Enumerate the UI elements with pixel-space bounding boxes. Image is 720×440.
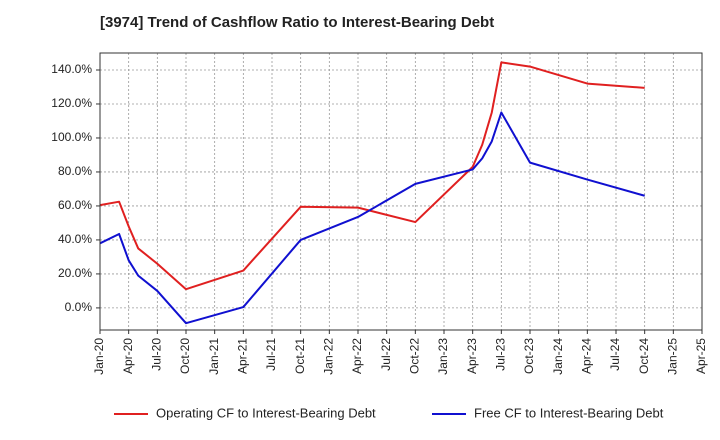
x-tick-label: Jan-22 bbox=[322, 338, 336, 375]
x-tick-label: Jan-20 bbox=[92, 338, 106, 375]
axes: Jan-20 Apr-20 Jul-20 Oct-20 Jan-21 Apr-21 Jul-… bbox=[51, 52, 708, 375]
legend: Operating CF to Interest-Bearing Debt Fre… bbox=[114, 405, 664, 420]
chart-title: [3974] Trend of Cashflow Ratio to Intere… bbox=[100, 14, 495, 31]
x-tick-label: Apr-22 bbox=[350, 338, 364, 374]
y-tick-label: 80.0% bbox=[58, 164, 92, 178]
y-tick-label: 60.0% bbox=[58, 198, 92, 212]
legend-label-free-cf: Free CF to Interest-Bearing Debt bbox=[474, 405, 664, 420]
x-tick-label: Jan-24 bbox=[551, 338, 565, 375]
series-lines bbox=[99, 61, 645, 325]
x-tick-label: Oct-20 bbox=[178, 338, 192, 374]
x-tick-label: Jan-25 bbox=[666, 338, 680, 375]
x-tick-label: Apr-23 bbox=[465, 338, 479, 374]
x-tick-label: Jan-21 bbox=[207, 338, 221, 375]
x-tick-label: Apr-20 bbox=[121, 338, 135, 374]
x-tick-label: Apr-21 bbox=[236, 338, 250, 374]
x-tick-label: Jul-21 bbox=[264, 338, 278, 371]
x-tick-label: Jul-24 bbox=[608, 338, 622, 371]
x-tick-label: Jan-23 bbox=[436, 338, 450, 375]
plot-frame bbox=[99, 52, 703, 331]
x-tick-label: Jul-23 bbox=[494, 338, 508, 371]
x-tick-label: Oct-24 bbox=[637, 338, 651, 374]
x-tick-label: Jul-22 bbox=[379, 338, 393, 371]
y-tick-label: 100.0% bbox=[51, 130, 92, 144]
x-tick-label: Apr-24 bbox=[580, 338, 594, 374]
x-tick-label: Oct-21 bbox=[293, 338, 307, 374]
x-tick-label: Oct-22 bbox=[408, 338, 422, 374]
x-tick-label: Oct-23 bbox=[522, 338, 536, 374]
legend-label-operating-cf: Operating CF to Interest-Bearing Debt bbox=[156, 405, 376, 420]
y-tick-label: 40.0% bbox=[58, 232, 92, 246]
y-tick-label: 20.0% bbox=[58, 266, 92, 280]
series-line-operating-cf bbox=[99, 61, 645, 291]
y-tick-label: 120.0% bbox=[51, 96, 92, 110]
series-line-free-cf bbox=[99, 111, 645, 325]
y-tick-label: 140.0% bbox=[51, 62, 92, 76]
x-tick-label: Jul-20 bbox=[150, 338, 164, 371]
y-tick-label: 0.0% bbox=[65, 300, 93, 314]
x-tick-label: Apr-25 bbox=[694, 338, 708, 374]
